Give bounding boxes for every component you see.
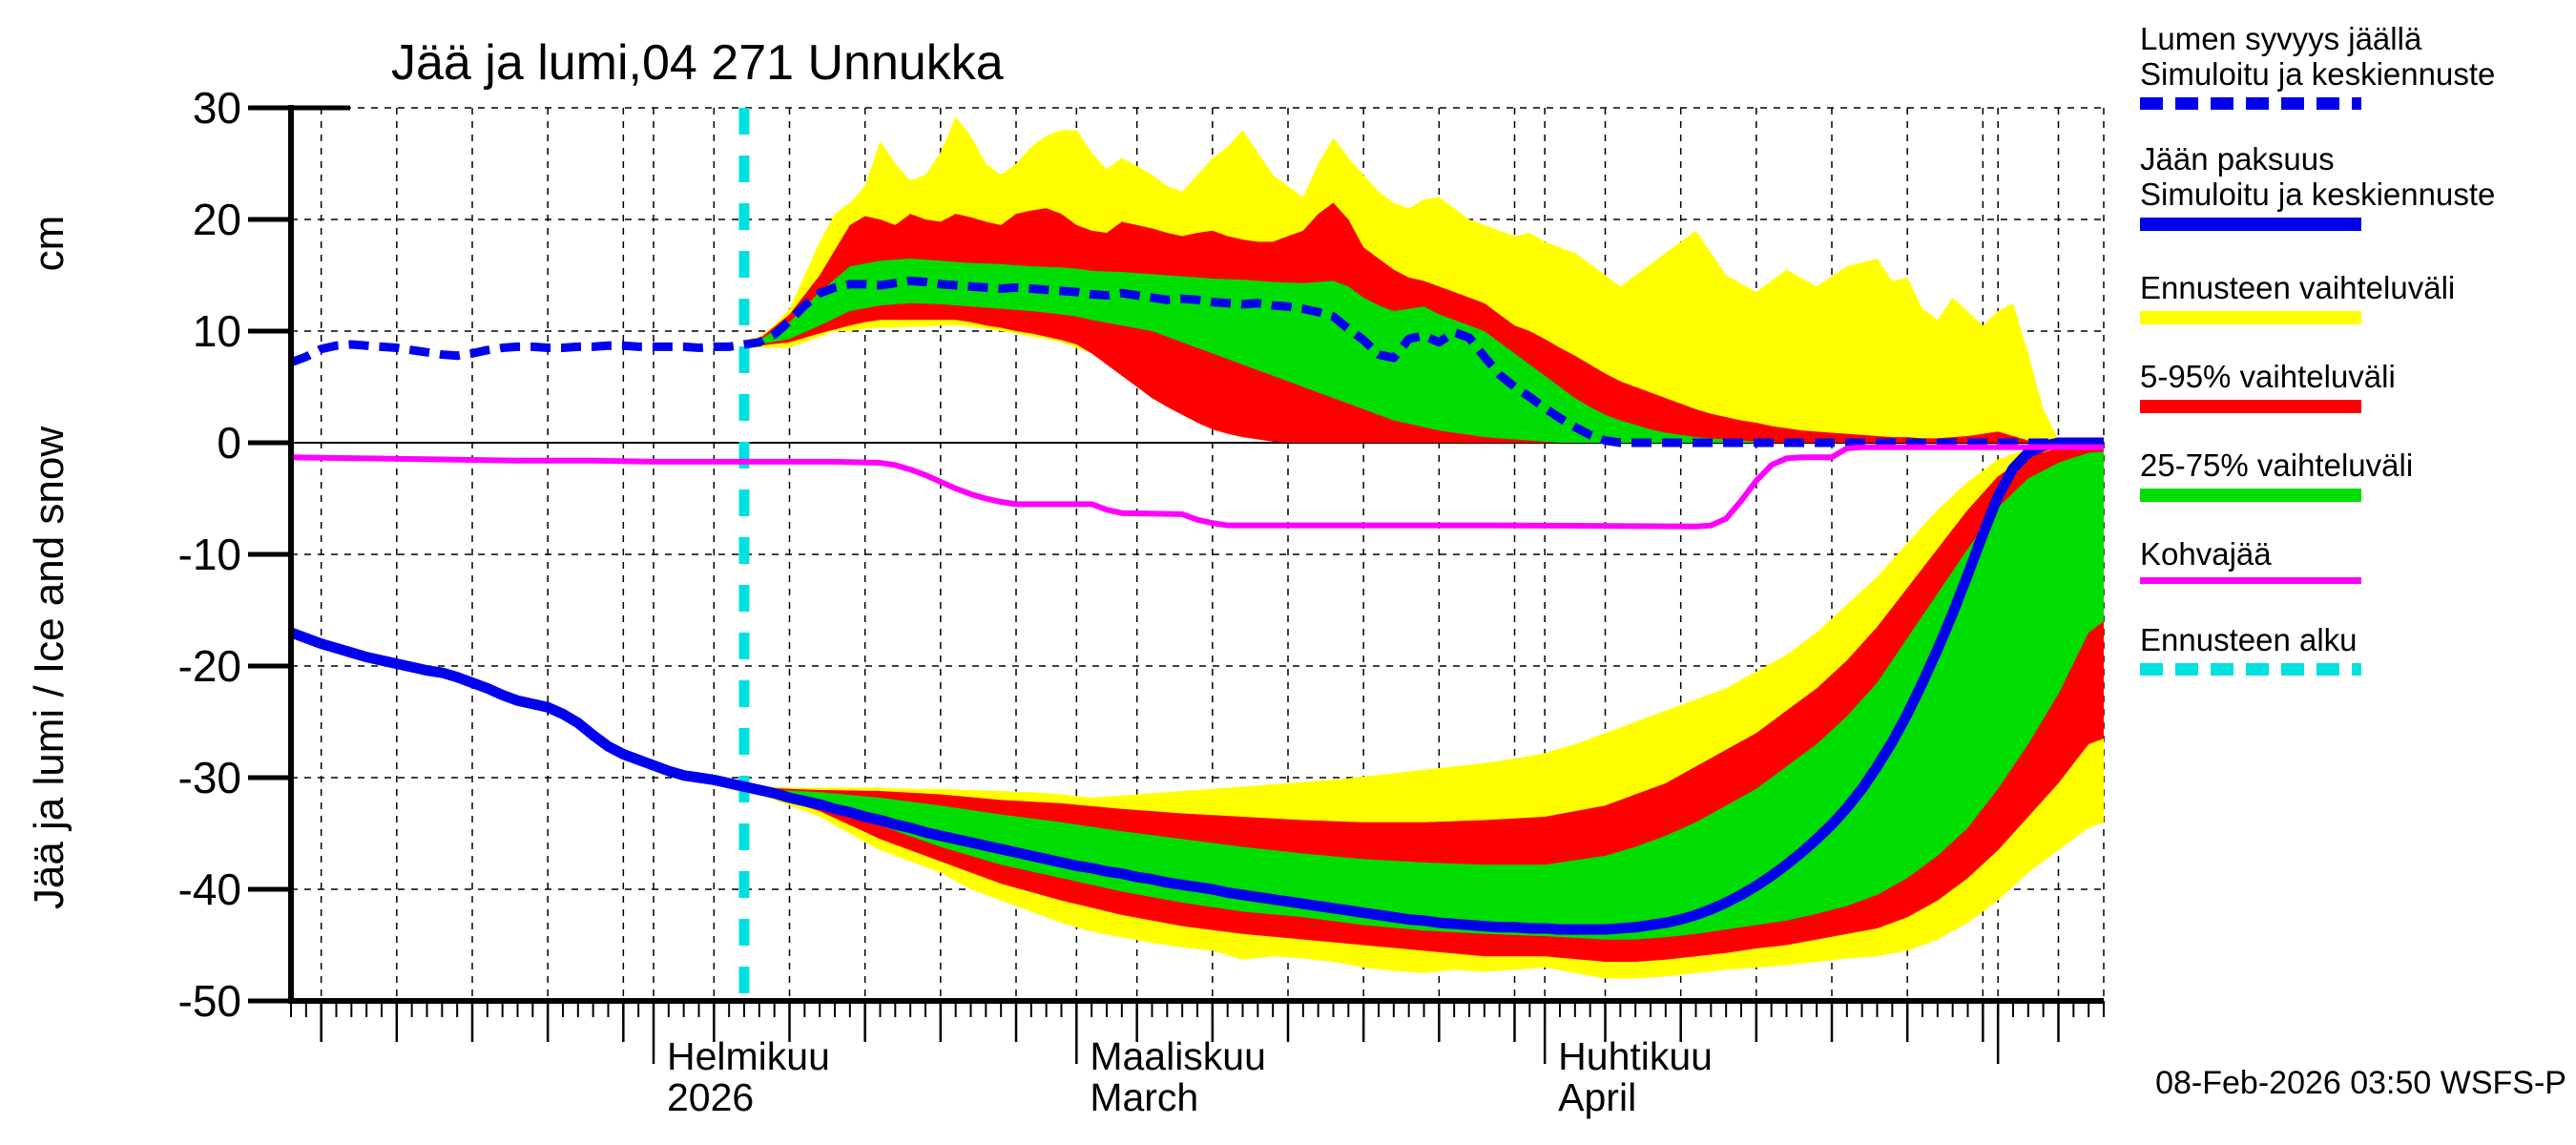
legend-entry-5: Kohvajää — [2140, 536, 2569, 584]
month-label-huhtikuu: Huhtikuu April — [1558, 1036, 1713, 1118]
legend-entry-2: Ennusteen vaihteluväli — [2140, 270, 2569, 324]
chart-title: Jää ja lumi,04 271 Unnukka — [391, 35, 1004, 91]
month-label-maaliskuu: Maaliskuu March — [1090, 1036, 1266, 1118]
legend-swatch-dashed-line — [2140, 663, 2361, 676]
band-snow-depth-25-75 — [744, 258, 1756, 443]
month-label-line2: 2026 — [667, 1075, 755, 1119]
y-tick-label: -30 — [177, 753, 241, 802]
legend-swatch-line — [2140, 577, 2361, 584]
legend-label: 25-75% vaihteluväli — [2140, 448, 2414, 483]
legend-label: Kohvajää — [2140, 536, 2272, 572]
y-tick-label: 30 — [192, 83, 241, 133]
month-label-line1: Huhtikuu — [1558, 1034, 1713, 1078]
legend-label: Jään paksuus — [2140, 141, 2335, 177]
month-label-line1: Helmikuu — [667, 1034, 830, 1078]
legend: Lumen syvyys jäällä Simuloitu ja keskienn… — [2140, 0, 2569, 725]
y-tick-label: -50 — [177, 976, 241, 1026]
month-label-helmikuu: Helmikuu 2026 — [667, 1036, 830, 1118]
month-label-line2: March — [1090, 1075, 1199, 1119]
y-tick-label: 0 — [217, 418, 241, 468]
y-tick-label: 20 — [192, 195, 241, 244]
legend-label: Simuloitu ja keskiennuste — [2140, 177, 2496, 212]
month-label-line2: April — [1558, 1075, 1637, 1119]
y-tick-label: 10 — [192, 306, 241, 356]
legend-entry-3: 5-95% vaihteluväli — [2140, 359, 2569, 413]
band-ice-thickness-25-75 — [744, 451, 2104, 940]
legend-label: 5-95% vaihteluväli — [2140, 359, 2396, 394]
series-kohvajaa — [290, 444, 2104, 530]
y-tick-label: -40 — [177, 864, 241, 914]
legend-swatch-line — [2140, 218, 2361, 231]
series-ice-thickness — [289, 437, 2104, 935]
series-snow-depth-on-ice — [289, 276, 2104, 448]
legend-swatch-line — [2140, 489, 2361, 502]
legend-entry-4: 25-75% vaihteluväli — [2140, 448, 2569, 502]
y-tick-label: -20 — [177, 641, 241, 691]
legend-entry-1: Jään paksuus Simuloitu ja keskiennuste — [2140, 141, 2569, 231]
timestamp-label: 08-Feb-2026 03:50 WSFS-P — [2155, 1065, 2566, 1101]
legend-label: Lumen syvyys jäällä — [2140, 21, 2422, 56]
legend-swatch-line — [2140, 400, 2361, 413]
y-tick-label: -10 — [177, 530, 241, 579]
legend-entry-0: Lumen syvyys jäällä Simuloitu ja keskienn… — [2140, 21, 2569, 110]
legend-swatch-line — [2140, 311, 2361, 324]
legend-label: Simuloitu ja keskiennuste — [2140, 56, 2496, 92]
legend-label: Ennusteen vaihteluväli — [2140, 270, 2456, 305]
legend-label: Ennusteen alku — [2140, 622, 2358, 657]
legend-entry-6: Ennusteen alku — [2140, 622, 2569, 676]
month-label-line1: Maaliskuu — [1090, 1034, 1266, 1078]
legend-swatch-dashed-line — [2140, 97, 2361, 110]
